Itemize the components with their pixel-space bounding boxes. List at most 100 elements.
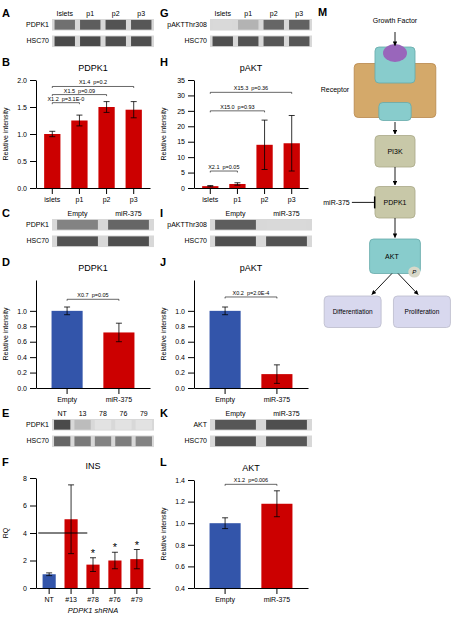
blot-background [210,236,312,248]
column-label: NT [58,410,68,417]
error-bar [68,485,74,554]
band [108,236,149,246]
diagram-label: AKT [385,253,399,260]
blot-background [210,219,312,231]
y-tick-mark [188,326,194,327]
panel-label: H [160,56,168,68]
y-tick-label: 2.0 [17,77,27,84]
y-tick: 0 [181,185,194,192]
column-label: p3 [295,10,303,18]
error-bar [262,120,268,169]
blot-background [210,19,312,31]
band [74,436,90,446]
marks [44,102,142,188]
x-tick-label: p3 [288,196,296,204]
band [74,420,90,430]
row-label: HSC70 [26,37,49,44]
title: PDPK1 [78,263,108,273]
blot-panel: AIsletsp1p2p3PDPK1HSC70 [2,7,154,47]
bar [71,121,87,189]
x-tick-label: #13 [65,596,77,603]
column-label: Empty [68,210,88,218]
blot-panel: CEmptymiR-375PDPK1HSC70 [2,207,154,247]
y-axis-line [36,81,37,189]
arrow [395,218,396,238]
panel-label: F [2,456,9,468]
band [57,236,98,246]
bracket-label: p=0.006 [248,477,268,483]
x-tick: islets [44,188,60,203]
arrow [398,274,418,295]
bracket-label: p=0.93 [238,104,255,110]
diagram-label: Receptor [321,86,350,94]
y-tick-label: 0 [23,585,27,592]
y-tick: 0.4 [175,354,194,361]
y-tick-label: 25 [177,108,185,115]
bracket [210,171,237,173]
column-label: Islets [57,10,74,17]
figure-svg: AIsletsp1p2p3PDPK1HSC70B0.00.51.01.52.0i… [0,0,474,625]
arrow [372,274,392,295]
x-tick-mark [225,388,226,394]
y-tick-mark [30,561,36,562]
y-tick: 0.2 [175,369,194,376]
y-tick-mark [188,357,194,358]
y-tick-mark [188,157,194,158]
column-label: miR-375 [273,210,300,217]
bar [43,574,56,588]
x-axis: EmptymiR-375 [37,388,151,404]
y-tick: 5 [181,169,194,176]
title: pAKT [240,63,263,73]
error-bar [274,491,280,517]
bracket-label: X1.5 [64,88,75,94]
annotations: X0.2p=2.0E-4 [225,290,277,299]
row-label: HSC70 [184,437,207,444]
column-label: Islets [215,10,232,17]
error-bar [207,186,213,187]
x-tick-label: NT [44,596,54,603]
y-tick: 1.0 [175,308,194,315]
diagram-label: Differentiation [333,308,373,315]
y-tick-mark [188,126,194,127]
x-tick-label: Empty [57,396,77,404]
band [54,436,70,446]
y-tick: 1.4 [175,477,194,484]
panel-label: L [160,456,167,468]
band [54,420,70,430]
bar [126,110,142,188]
band [215,436,256,446]
y-tick-mark [30,588,36,589]
bracket-label: p=0.2 [93,79,107,85]
error-bar [64,307,70,315]
band [266,236,307,246]
x-tick-mark [276,588,277,594]
panel-label: I [160,207,163,219]
error-bar [289,115,295,171]
x-tick: #13 [65,588,77,603]
column-label: p2 [270,10,278,18]
y-tick: 8 [23,475,36,482]
bar [52,311,83,388]
y-tick: 10 [177,154,194,161]
band [213,20,233,30]
annotations: *** [91,539,140,559]
y-tick: 0.6 [175,563,194,570]
y-tick: 0.6 [17,338,36,345]
y-tick-mark [188,342,194,343]
y-tick: 0.4 [175,585,194,592]
column-label: miR-375 [273,410,300,417]
plot-area: 0.00.51.01.52.0isletsp1p2p3X1.2p=3.1E-0X… [2,63,151,204]
column-label: Empty [226,210,246,218]
x-tick-label: Empty [215,396,235,404]
band [264,20,284,30]
x-tick-label: p2 [103,196,111,204]
blot-background [52,419,154,431]
y-tick-mark [30,357,36,358]
blot-background [52,36,154,48]
y-tick: 0.8 [175,323,194,330]
row-label: HSC70 [184,237,207,244]
bracket-label: X1.2 [47,96,58,102]
x-tick: NT [44,588,54,603]
title: AKT [242,463,260,473]
y-tick-label: 0.2 [175,369,185,376]
